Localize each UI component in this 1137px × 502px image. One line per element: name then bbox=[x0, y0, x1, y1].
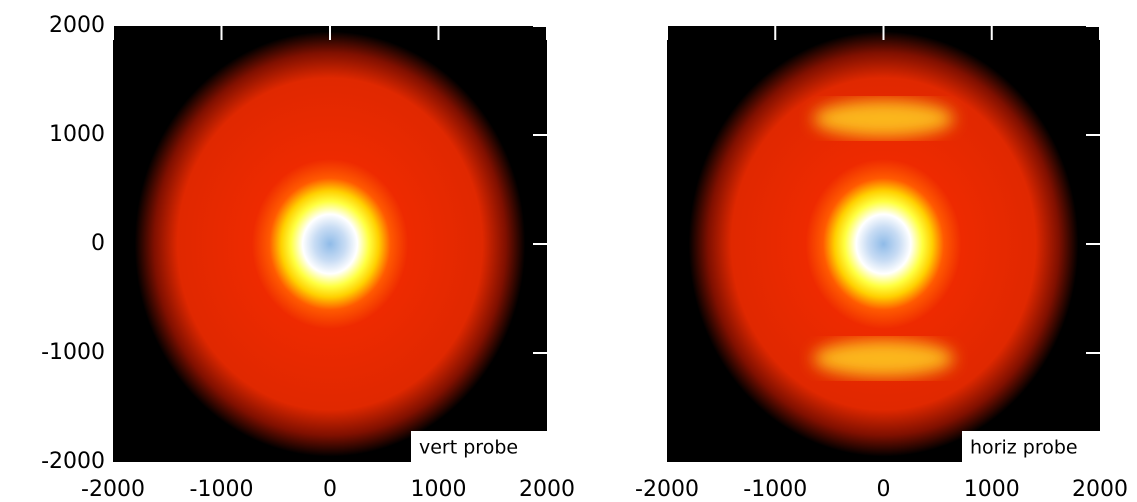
heatmap bbox=[113, 26, 547, 462]
yellow-band bbox=[813, 339, 954, 377]
x-tick-label: 0 bbox=[877, 477, 891, 502]
y-tick-label: -1000 bbox=[41, 340, 105, 365]
x-tick-label: 1000 bbox=[411, 477, 467, 502]
annotation: horiz probe bbox=[970, 437, 1078, 459]
x-tick-label: 1000 bbox=[964, 477, 1020, 502]
annotation-box bbox=[962, 431, 1100, 462]
y-tick-label: 2000 bbox=[49, 13, 105, 38]
y-tick-label: 1000 bbox=[49, 122, 105, 147]
x-tick-label: -2000 bbox=[635, 477, 699, 502]
x-tick-label: 2000 bbox=[519, 477, 575, 502]
heatmap bbox=[667, 26, 1100, 462]
x-tick-label: 0 bbox=[323, 477, 337, 502]
panel: -2000 -1000 0 1000 2000 horiz probe bbox=[635, 25, 1128, 502]
yellow-band bbox=[813, 100, 954, 138]
x-tick-label: -1000 bbox=[743, 477, 807, 502]
annotation: vert probe bbox=[419, 437, 518, 459]
x-tick-label: 2000 bbox=[1072, 477, 1128, 502]
image-glow bbox=[688, 31, 1079, 457]
y-tick-label: -2000 bbox=[41, 449, 105, 474]
x-tick-label: -2000 bbox=[81, 477, 145, 502]
x-tick-label: -1000 bbox=[190, 477, 254, 502]
panel: -2000 -1000 0 1000 2000-2000-1000010002000ve… bbox=[41, 13, 575, 502]
y-tick-label: 0 bbox=[91, 231, 105, 256]
image-glow bbox=[134, 31, 526, 457]
annotation-box bbox=[411, 431, 547, 462]
